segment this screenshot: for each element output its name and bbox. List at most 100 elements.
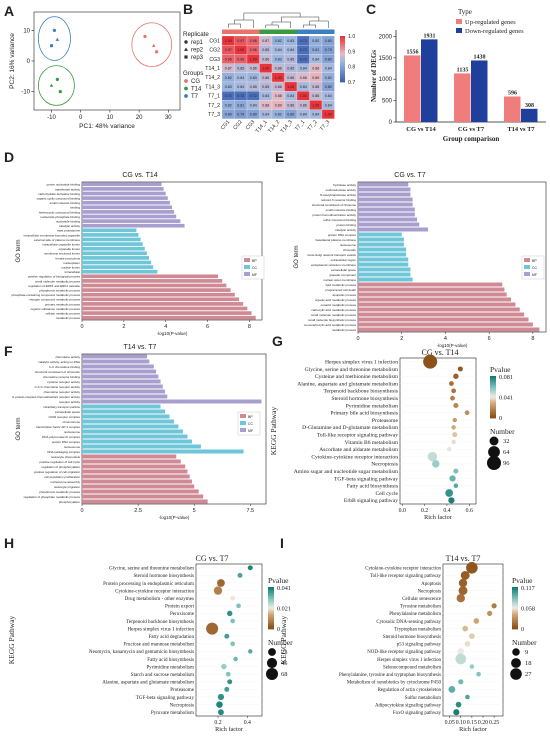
- bar-value-label: 1556: [407, 49, 419, 55]
- go-term-label: primary metabolic process: [45, 302, 81, 306]
- pvalue-gradient: [490, 383, 496, 386]
- legend-title: Number: [512, 638, 537, 647]
- pathway-label: Herpes simplex virus 1 infection: [128, 625, 195, 632]
- heatmap-cell: [321, 109, 335, 119]
- pvalue-tick-label: 0: [521, 626, 524, 633]
- pathway-label: Adipocytokine signaling pathway: [375, 703, 442, 708]
- scale-tick-label: 1.0: [348, 34, 355, 40]
- size-legend-circle: [487, 456, 501, 470]
- bar: [358, 292, 507, 297]
- cell-value: 0.89: [312, 76, 319, 80]
- y-axis-label: GO term: [16, 417, 22, 440]
- bar: [82, 364, 154, 369]
- data-bubble: [452, 417, 457, 423]
- bar: [82, 374, 159, 379]
- data-bubble: [446, 447, 452, 452]
- data-bubble: [458, 679, 464, 685]
- bar: [82, 288, 231, 292]
- go-term-label: organelle lumen: [59, 247, 81, 251]
- plot-frame: [442, 563, 504, 717]
- legend-symbol: [184, 94, 188, 98]
- go-term-label: intracellular organelle lumen: [42, 242, 80, 246]
- pvalue-gradient: [512, 590, 518, 592]
- pathway-label: Toll-like receptor signaling pathway: [317, 432, 398, 438]
- data-point: [50, 44, 54, 48]
- pvalue-gradient: [268, 614, 274, 616]
- go-term-label: leukocyte chemotaxis: [51, 455, 80, 459]
- cell-value: 0.86: [300, 103, 307, 107]
- bar-value-label: 1931: [424, 33, 436, 39]
- go-term-label: phosphorus metabolic process: [39, 490, 80, 494]
- heatmap: 1.00 0.97 0.96 0.87 0.82 0.83 0.72 0.82 0.80 CG1 0…: [205, 12, 355, 134]
- go-term-label: mast proteasome: [57, 229, 81, 233]
- data-point: [143, 34, 147, 39]
- pvalue-gradient: [268, 620, 274, 622]
- go-term-label: protein binding: [336, 223, 356, 227]
- x-tick-label: 2.5: [134, 508, 142, 514]
- data-bubble: [455, 701, 462, 708]
- legend-swatch: [240, 421, 246, 425]
- bar: [82, 479, 192, 484]
- pathway-label: Proteasome: [372, 418, 399, 424]
- bar: [82, 297, 239, 302]
- x-tick-label: 7.5: [246, 508, 254, 514]
- pvalue-gradient: [490, 409, 496, 411]
- data-bubble: [247, 565, 253, 571]
- data-bubble: [464, 640, 471, 647]
- bar: [358, 237, 404, 242]
- go-term-label: nucleosome: [64, 430, 81, 434]
- go-term-label: N-acetyltransferase activity: [320, 193, 357, 197]
- cell-value: 0.79: [237, 113, 244, 117]
- cell-value: 0.72: [237, 94, 244, 98]
- bar: [82, 187, 164, 191]
- legend-symbol: [184, 86, 188, 91]
- legend-swatch: [524, 265, 530, 269]
- pathway-label: Alanine, aspartate and glutamate metabol…: [297, 381, 398, 387]
- pvalue-gradient: [268, 609, 274, 612]
- legend-swatch: [524, 258, 530, 262]
- scale-gradient: [340, 51, 345, 54]
- cell-value: 0.86: [250, 67, 257, 71]
- data-bubble: [227, 679, 233, 685]
- bar: [358, 322, 533, 327]
- scale-gradient: [340, 55, 345, 58]
- pvalue-gradient: [490, 410, 496, 413]
- legend-symbol: [184, 79, 188, 83]
- pathway-label: Herpes simplex virus 1 infection: [377, 658, 441, 663]
- size-legend-label: 45: [281, 660, 288, 667]
- pvalue-gradient: [268, 608, 274, 610]
- bar: [82, 283, 227, 288]
- x-tick-label: 5: [193, 508, 196, 514]
- data-bubble: [457, 366, 463, 372]
- x-tick-label: 0.2: [214, 720, 221, 726]
- go-term-label: C-C chemokine binding: [49, 365, 81, 369]
- scale-tick-label: 0.7: [348, 80, 355, 86]
- x-tick-label: -10: [47, 115, 56, 121]
- bar: [358, 277, 413, 282]
- scale-gradient: [340, 57, 345, 60]
- go-term-label: small molecule metabolic process: [311, 313, 356, 317]
- bar: [358, 287, 505, 292]
- cell-value: 0.86: [312, 94, 319, 98]
- group-strip: [309, 29, 322, 34]
- pathway-label: Cytokine-cytokine receptor interaction: [365, 567, 441, 572]
- go-term-label: DNA polymerase III complex: [42, 435, 80, 439]
- y-tick-label: -10: [21, 90, 30, 96]
- col-label: CG1: [220, 119, 232, 131]
- pvalue-gradient: [268, 593, 274, 595]
- bar: [82, 469, 188, 474]
- scale-gradient: [340, 78, 345, 81]
- pvalue-gradient: [268, 599, 274, 601]
- x-tick-label: 0.4: [244, 720, 251, 726]
- plot-frame: [81, 353, 267, 505]
- bar: [82, 228, 137, 233]
- cell-value: 0.82: [225, 76, 232, 80]
- legend-symbol: [184, 40, 188, 44]
- go-term-label: cytokine receptor activity: [47, 380, 80, 384]
- plot-frame: [357, 181, 547, 333]
- scale-tick-label: 0.8: [348, 65, 355, 71]
- cell-value: 0.88: [275, 94, 282, 98]
- go-bar-chart: CG vs. T7 hydrolase activityoxidoreductas…: [294, 172, 547, 348]
- row-label: T7_1: [208, 94, 220, 100]
